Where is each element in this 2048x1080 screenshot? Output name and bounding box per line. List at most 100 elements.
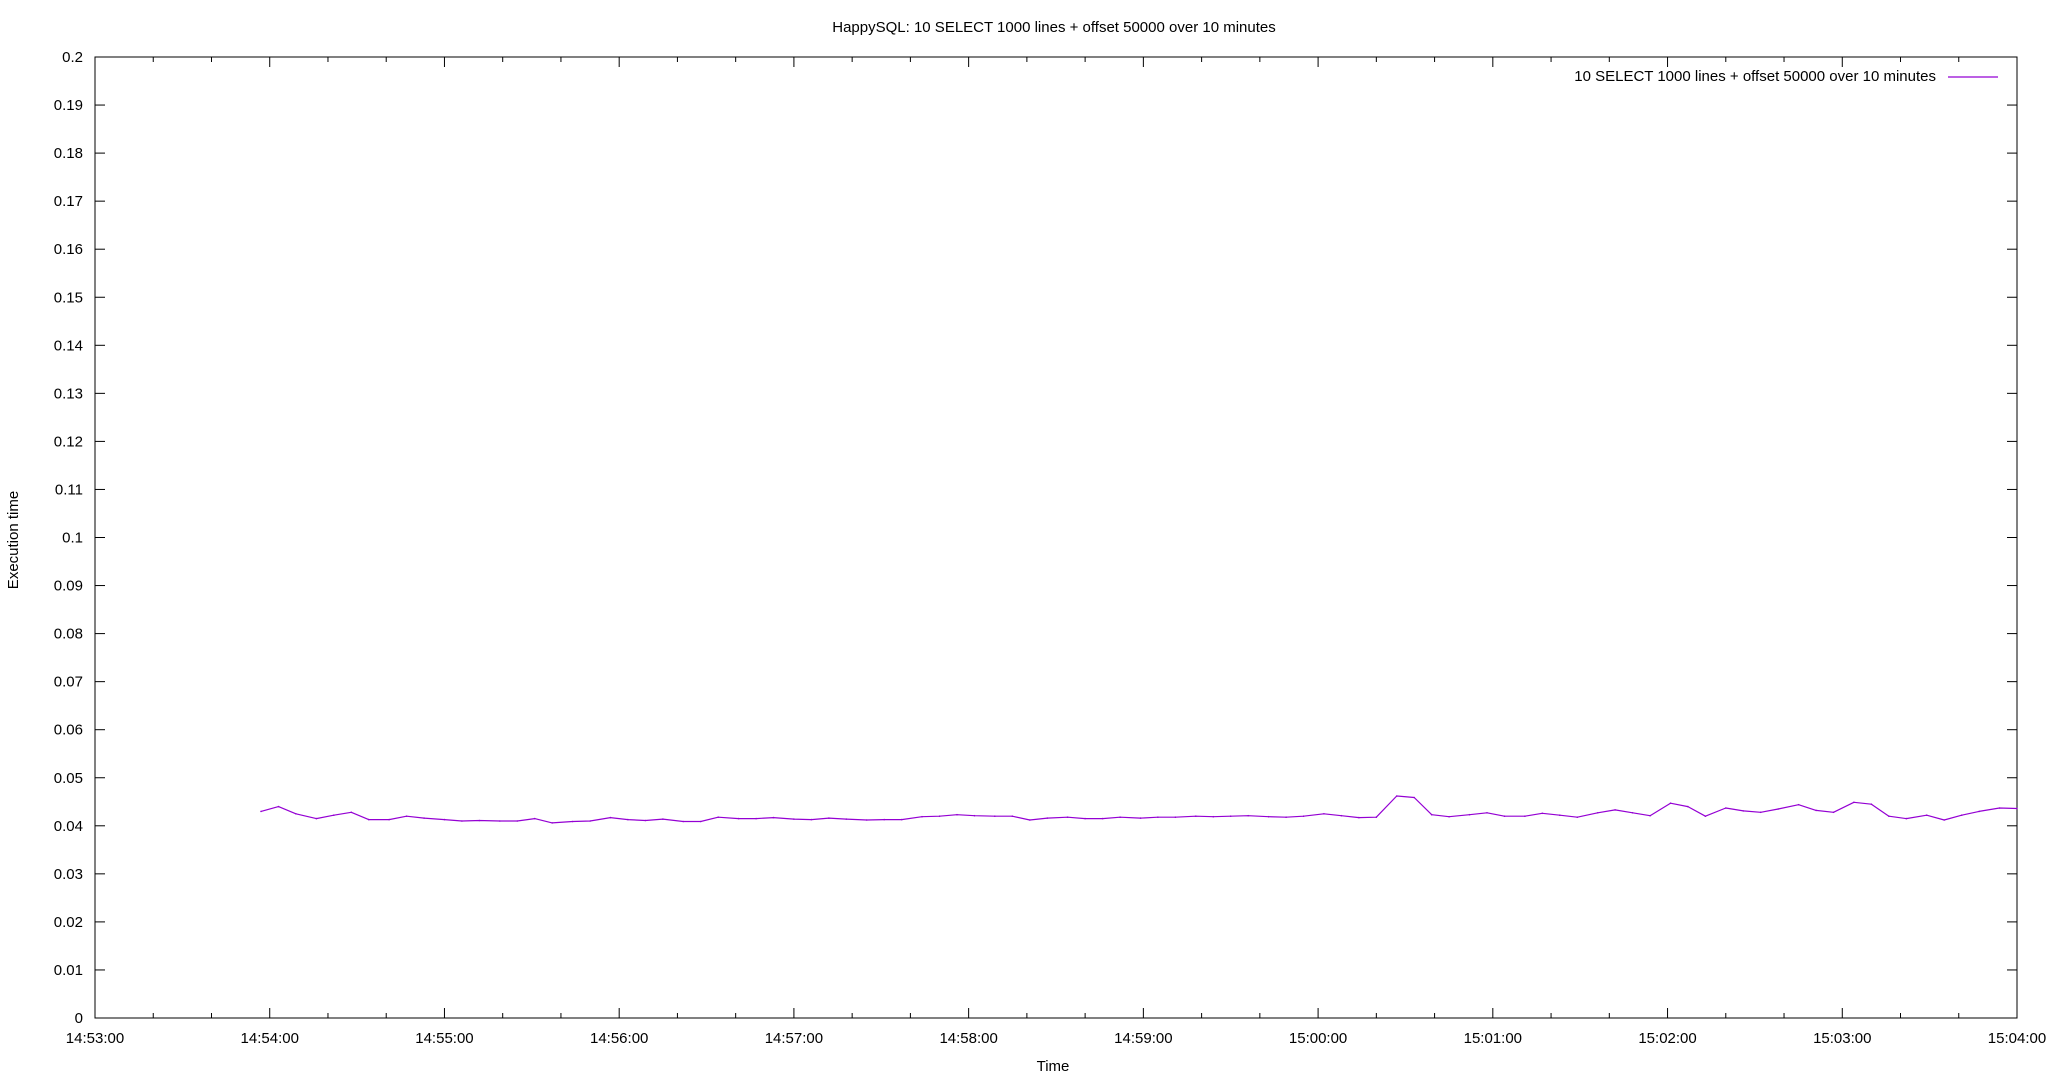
y-tick-label: 0.13 bbox=[54, 385, 83, 402]
legend-entry-label: 10 SELECT 1000 lines + offset 50000 over… bbox=[1574, 68, 1936, 85]
data-point bbox=[1358, 816, 1360, 819]
data-point bbox=[1340, 814, 1343, 817]
y-tick-label: 0.19 bbox=[54, 97, 83, 114]
data-point bbox=[1375, 816, 1378, 818]
data-point bbox=[478, 819, 481, 822]
data-point bbox=[1704, 815, 1707, 817]
x-tick-label: 15:04:00 bbox=[1988, 1030, 2046, 1047]
x-tick-label: 14:58:00 bbox=[939, 1030, 997, 1047]
data-point bbox=[956, 813, 958, 816]
data-point bbox=[1596, 812, 1599, 814]
data-point bbox=[1229, 815, 1232, 817]
data-point bbox=[810, 818, 813, 821]
data-point bbox=[662, 818, 664, 820]
data-point bbox=[571, 820, 574, 823]
legend: 10 SELECT 1000 lines + offset 50000 over… bbox=[1574, 68, 1998, 85]
data-point bbox=[1119, 816, 1121, 818]
data-point bbox=[921, 815, 923, 818]
y-tick-label: 0.14 bbox=[54, 337, 83, 354]
x-axis-label: Time bbox=[1037, 1058, 1070, 1075]
data-point bbox=[533, 817, 536, 820]
x-tick-label: 15:01:00 bbox=[1464, 1030, 1522, 1047]
data-point bbox=[1084, 817, 1086, 820]
data-point bbox=[1870, 803, 1873, 805]
y-tick-label: 0.1 bbox=[62, 530, 83, 547]
y-tick-label: 0 bbox=[75, 1010, 83, 1027]
data-point bbox=[644, 819, 647, 822]
data-point bbox=[1815, 809, 1817, 812]
data-point bbox=[295, 813, 297, 815]
data-point bbox=[1978, 810, 1980, 813]
data-point bbox=[900, 818, 903, 821]
data-point bbox=[1669, 802, 1672, 804]
x-tick-label: 15:00:00 bbox=[1289, 1030, 1347, 1047]
data-point bbox=[627, 818, 629, 821]
data-point bbox=[1468, 813, 1471, 816]
data-point bbox=[1212, 815, 1215, 818]
chart-title: HappySQL: 10 SELECT 1000 lines + offset … bbox=[832, 19, 1275, 36]
data-point bbox=[405, 815, 408, 817]
data-point bbox=[1797, 803, 1800, 806]
data-point bbox=[1777, 808, 1779, 810]
data-point bbox=[1285, 816, 1287, 818]
data-point bbox=[461, 820, 463, 822]
y-tick-label: 0.18 bbox=[54, 145, 83, 162]
x-tick-label: 14:57:00 bbox=[765, 1030, 823, 1047]
data-point bbox=[1832, 811, 1835, 814]
x-tick-labels: 14:53:00 14:54:00 14:55:00 14:56:00 14:57:00… bbox=[66, 1030, 2046, 1047]
data-point bbox=[350, 811, 353, 814]
data-point bbox=[1066, 816, 1069, 818]
data-point bbox=[423, 817, 425, 819]
x-tick-label: 14:59:00 bbox=[1114, 1030, 1172, 1047]
data-point bbox=[1742, 810, 1745, 812]
data-point bbox=[1139, 817, 1142, 819]
data-point bbox=[516, 820, 519, 822]
data-point bbox=[1486, 812, 1488, 814]
y-tick-label: 0.09 bbox=[54, 578, 83, 595]
data-point bbox=[499, 820, 501, 822]
y-tick-label: 0.15 bbox=[54, 289, 83, 306]
data-point bbox=[1614, 809, 1616, 811]
data-point bbox=[845, 818, 848, 820]
data-point bbox=[2016, 807, 2018, 810]
y-tick-label: 0.08 bbox=[54, 626, 83, 643]
data-point bbox=[260, 810, 262, 813]
x-tick-label: 15:02:00 bbox=[1638, 1030, 1696, 1047]
data-point bbox=[609, 816, 612, 819]
data-point bbox=[388, 818, 390, 821]
series-line bbox=[260, 795, 2018, 824]
data-point bbox=[1905, 817, 1908, 820]
data-point bbox=[551, 822, 553, 824]
axis-ticks bbox=[94, 56, 2018, 1019]
x-tick-label: 14:55:00 bbox=[415, 1030, 473, 1047]
data-point bbox=[1247, 814, 1249, 817]
y-tick-label: 0.01 bbox=[54, 962, 83, 979]
x-tick-label: 15:03:00 bbox=[1813, 1030, 1871, 1047]
data-point bbox=[1559, 814, 1561, 816]
data-point bbox=[1759, 811, 1762, 814]
data-point bbox=[755, 817, 757, 820]
y-tick-label: 0.17 bbox=[54, 193, 83, 210]
data-point bbox=[1725, 807, 1727, 809]
y-tick-label: 0.06 bbox=[54, 722, 83, 739]
data-point bbox=[1649, 814, 1651, 817]
data-point bbox=[333, 814, 335, 816]
data-point bbox=[277, 805, 280, 808]
y-tick-label: 0.12 bbox=[54, 433, 83, 450]
y-tick-label: 0.04 bbox=[54, 818, 83, 835]
data-point bbox=[1631, 812, 1634, 814]
data-point bbox=[1323, 813, 1325, 815]
data-point bbox=[1195, 815, 1197, 817]
y-tick-label: 0.11 bbox=[55, 481, 83, 498]
data-point bbox=[1157, 816, 1159, 818]
data-point bbox=[1888, 815, 1890, 817]
data-point bbox=[737, 817, 740, 820]
data-point bbox=[1046, 817, 1049, 819]
x-tick-label: 14:53:00 bbox=[66, 1030, 124, 1047]
data-point bbox=[1174, 816, 1177, 818]
data-point bbox=[1395, 795, 1398, 797]
data-point bbox=[973, 814, 976, 817]
y-tick-labels: 0 0.01 0.02 0.03 0.04 0.05 0.06 0.07 0.08 0.09 0.1… bbox=[54, 49, 83, 1027]
data-point bbox=[1925, 814, 1928, 816]
